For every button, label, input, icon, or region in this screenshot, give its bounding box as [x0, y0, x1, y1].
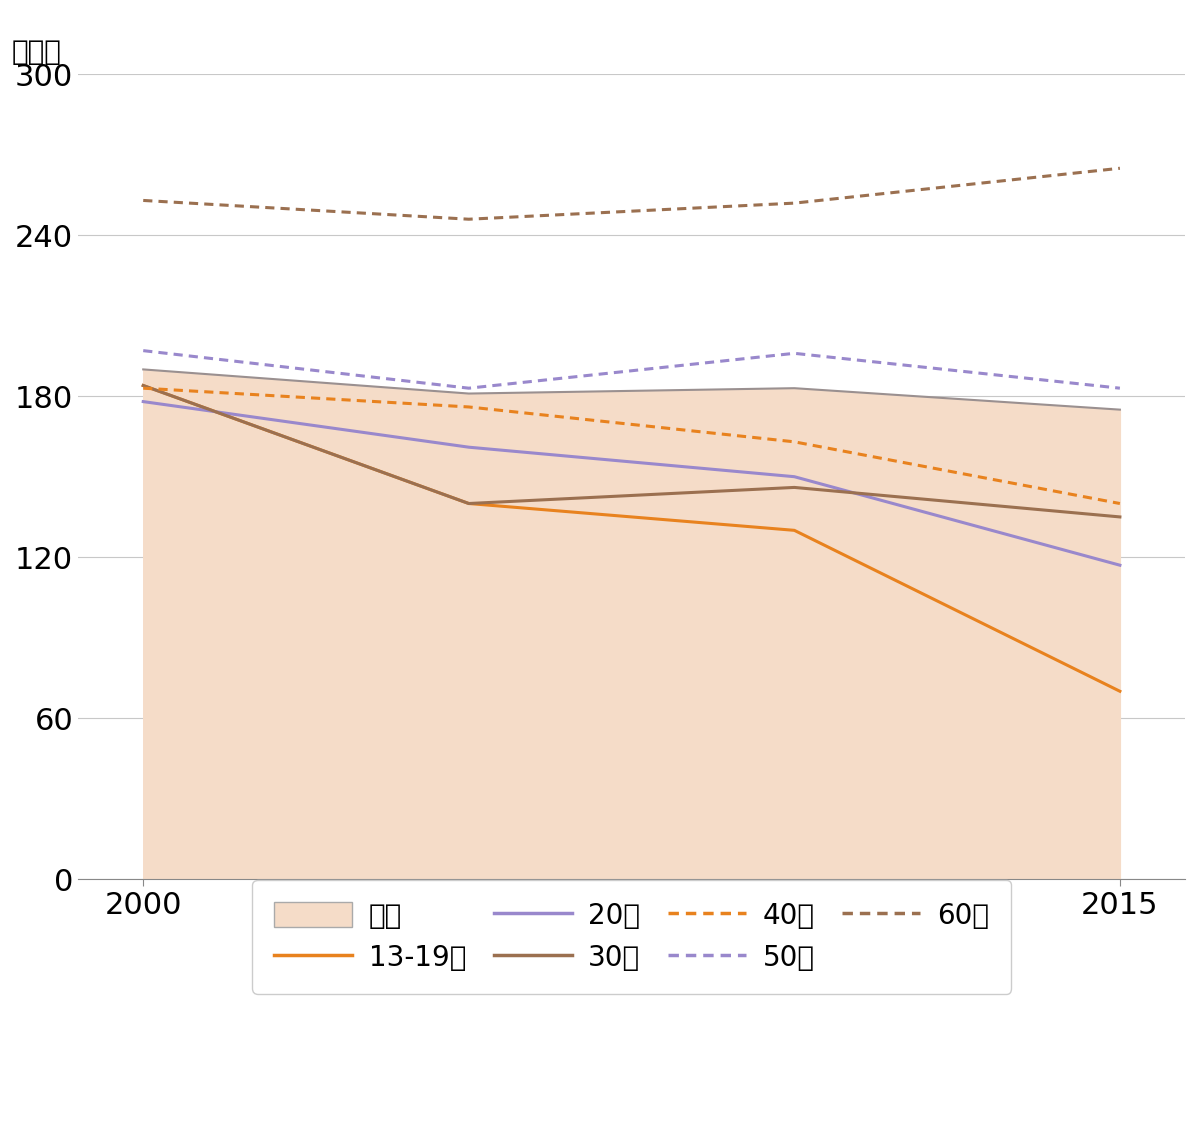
- Legend: 全体, 13-19歳, 20代, 30代, 40代, 50代, 60代: 全体, 13-19歳, 20代, 30代, 40代, 50代, 60代: [252, 879, 1012, 994]
- Text: （分）: （分）: [12, 39, 61, 67]
